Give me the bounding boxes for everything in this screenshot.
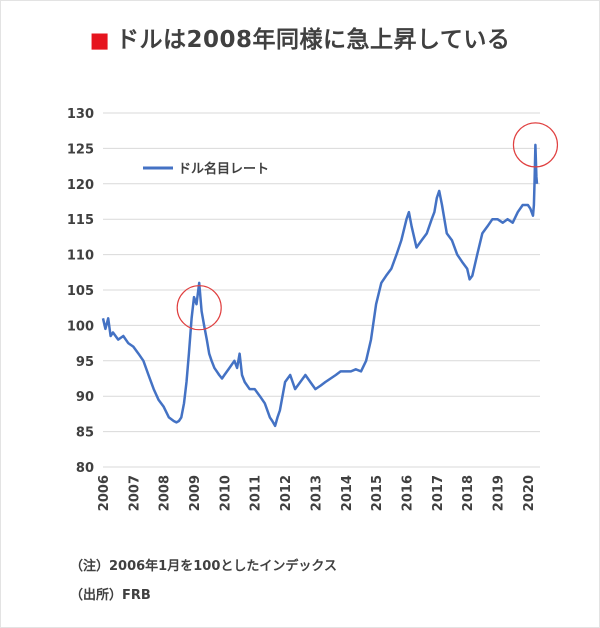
x-tick-label: 2011 <box>249 475 264 511</box>
x-tick-label: 2017 <box>431 475 446 511</box>
title-text: ドルは2008年同様に急上昇している <box>116 27 511 53</box>
source-note: （出所）FRB <box>70 588 151 603</box>
highlight-circle <box>176 285 222 331</box>
series-line <box>101 143 539 428</box>
chart-title: ■ ドルは2008年同様に急上昇している <box>0 20 600 54</box>
y-tick-label: 120 <box>67 178 94 193</box>
x-tick-label: 2006 <box>97 475 112 511</box>
y-tick-label: 100 <box>67 319 94 334</box>
y-tick-label: 80 <box>76 461 94 476</box>
legend: ドル名目レート <box>143 161 269 177</box>
y-axis: 80 85 90 95 100 105 110 115 120 125 130 <box>67 107 94 476</box>
y-tick-label: 110 <box>67 249 94 264</box>
x-tick-label: 2008 <box>158 475 173 511</box>
x-tick-label: 2020 <box>522 475 537 511</box>
highlight-circle <box>512 122 559 168</box>
x-tick-label: 2014 <box>340 475 355 511</box>
x-tick-label: 2012 <box>279 475 294 511</box>
y-tick-label: 95 <box>76 355 94 370</box>
x-tick-label: 2013 <box>309 475 324 511</box>
y-tick-label: 115 <box>67 213 94 228</box>
y-tick-label: 90 <box>76 390 94 405</box>
x-tick-label: 2018 <box>461 475 476 511</box>
x-axis: 2006 2007 2008 2009 2010 2011 2012 2013 2014 2015… <box>97 475 537 511</box>
footnote: （注）2006年1月を100としたインデックス <box>70 559 337 574</box>
title-marker-icon: ■ <box>89 28 110 52</box>
x-tick-label: 2015 <box>370 475 385 511</box>
y-tick-label: 85 <box>76 426 94 441</box>
y-tick-label: 105 <box>67 284 94 299</box>
x-tick-label: 2016 <box>400 475 415 511</box>
y-tick-label: 125 <box>67 142 94 157</box>
series-area <box>101 143 539 428</box>
x-tick-label: 2010 <box>218 475 233 511</box>
annotations <box>176 122 559 331</box>
x-tick-label: 2009 <box>188 475 203 511</box>
legend-label: ドル名目レート <box>178 161 269 177</box>
gridlines <box>103 112 540 468</box>
x-tick-label: 2019 <box>492 475 507 511</box>
y-tick-label: 130 <box>67 107 94 122</box>
x-tick-label: 2007 <box>127 475 142 511</box>
